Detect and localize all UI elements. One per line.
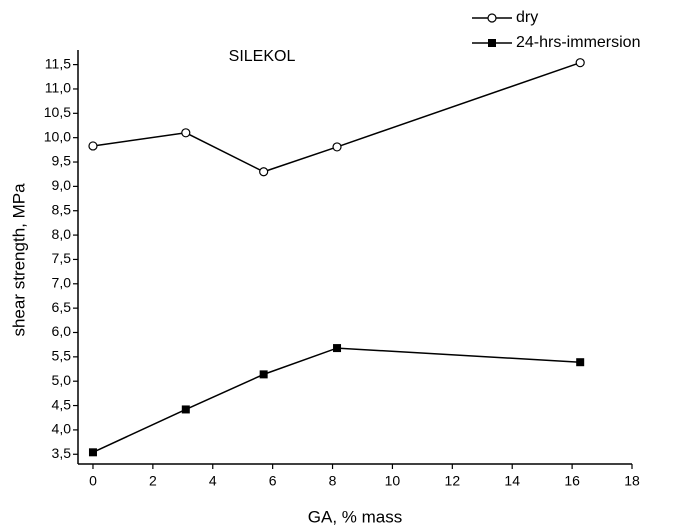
x-tick-label: 10 xyxy=(385,473,401,489)
data-point xyxy=(88,448,97,457)
data-point xyxy=(332,142,342,152)
series-line xyxy=(92,61,581,173)
x-tick-label: 12 xyxy=(445,473,461,489)
x-tick-label: 8 xyxy=(329,473,337,489)
y-tick-label: 6,5 xyxy=(52,299,72,315)
y-tick-label: 8,0 xyxy=(52,226,72,242)
y-axis-title: shear strength, MPa xyxy=(9,183,28,337)
y-tick-label: 8,5 xyxy=(52,201,72,217)
y-tick-label: 10,5 xyxy=(44,104,71,120)
y-tick-label: 6,0 xyxy=(52,323,72,339)
data-point xyxy=(576,358,585,367)
x-tick-label: 0 xyxy=(89,473,97,489)
legend-marker xyxy=(487,13,497,23)
chart-title: SILEKOL xyxy=(229,48,296,65)
y-tick-label: 7,5 xyxy=(52,250,72,266)
legend-label: 24-hrs-immersion xyxy=(516,34,640,51)
x-tick-label: 6 xyxy=(269,473,277,489)
y-tick-label: 11,0 xyxy=(45,80,71,96)
x-tick-label: 18 xyxy=(624,473,640,489)
data-point xyxy=(88,141,98,151)
y-tick-label: 9,5 xyxy=(52,153,72,169)
legend-marker xyxy=(488,39,496,47)
y-tick-label: 4,5 xyxy=(52,396,72,412)
data-point xyxy=(181,405,190,414)
x-tick-label: 2 xyxy=(149,473,157,489)
y-tick-label: 7,0 xyxy=(52,274,72,290)
data-point xyxy=(181,128,191,138)
data-point xyxy=(575,58,585,68)
y-tick-label: 11,5 xyxy=(45,55,71,71)
y-tick-label: 10,0 xyxy=(44,128,71,144)
x-tick-label: 14 xyxy=(504,473,520,489)
y-tick-label: 5,5 xyxy=(52,348,72,364)
data-point xyxy=(259,167,269,177)
x-tick-label: 16 xyxy=(564,473,580,489)
y-tick-label: 5,0 xyxy=(52,372,72,388)
legend-label: dry xyxy=(516,9,538,26)
y-tick-label: 4,0 xyxy=(52,421,72,437)
y-tick-label: 9,0 xyxy=(52,177,72,193)
data-point xyxy=(259,370,268,379)
series-line xyxy=(92,347,581,453)
data-point xyxy=(333,344,342,353)
y-tick-label: 3,5 xyxy=(52,445,72,461)
x-tick-label: 4 xyxy=(209,473,217,489)
x-axis-title: GA, % mass xyxy=(308,507,402,526)
